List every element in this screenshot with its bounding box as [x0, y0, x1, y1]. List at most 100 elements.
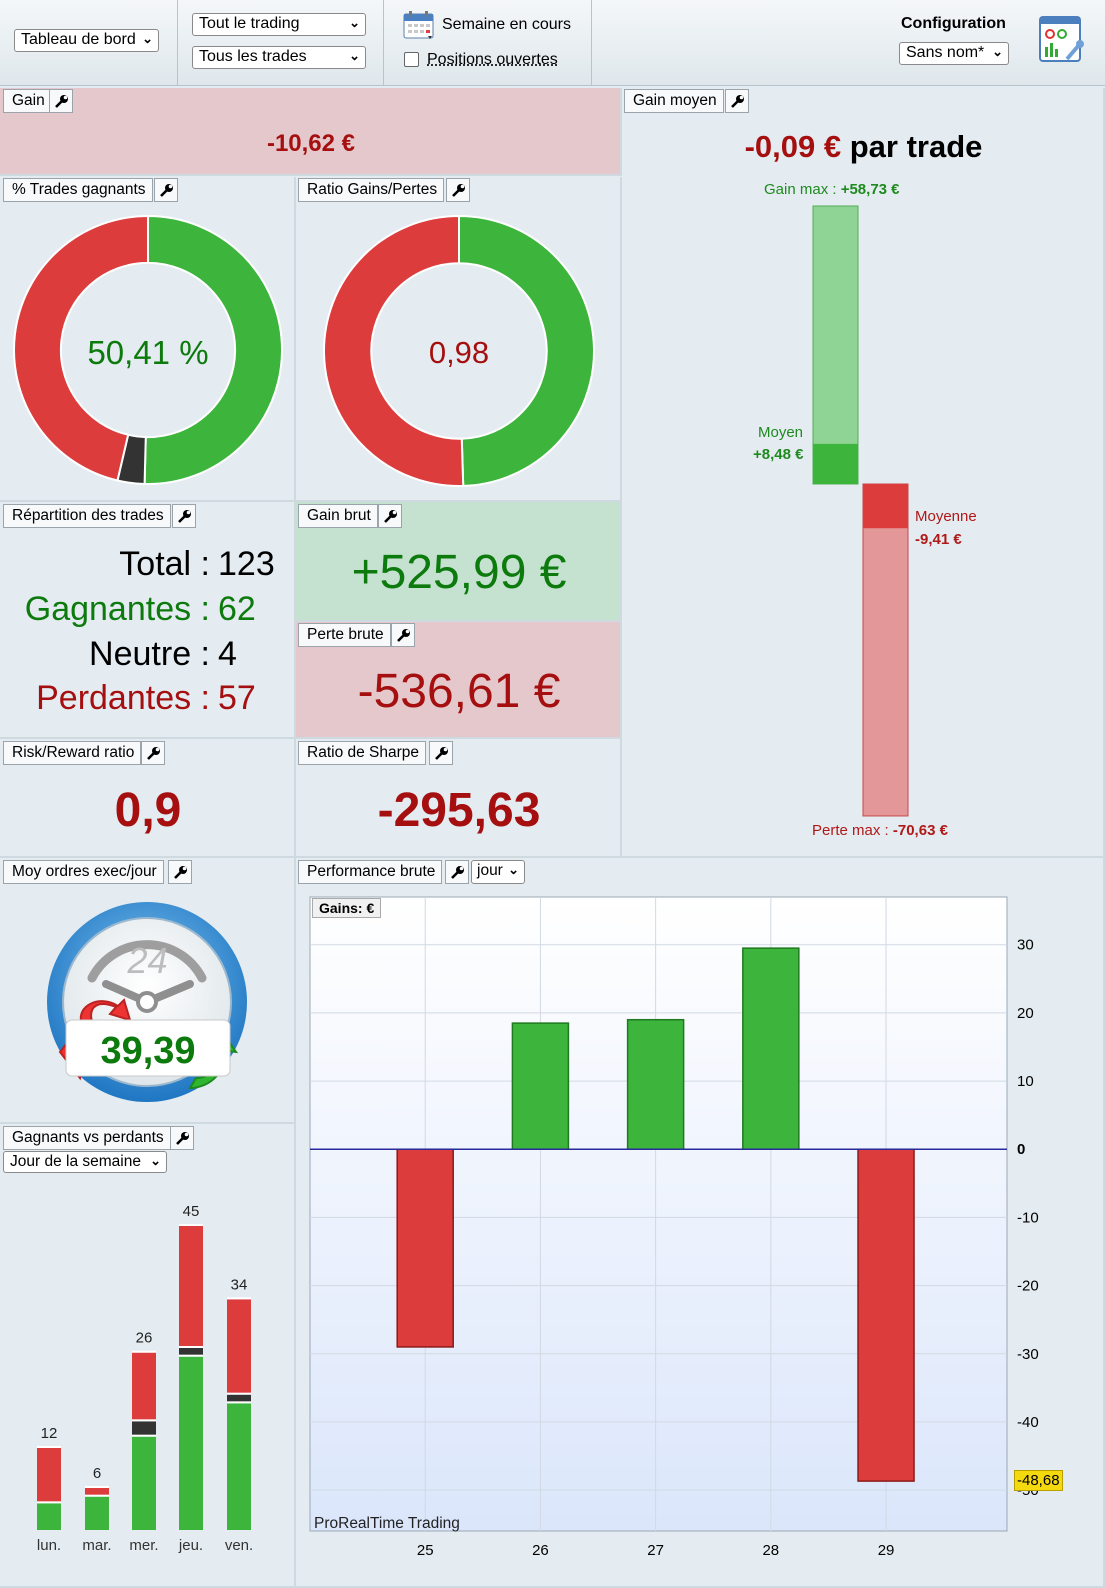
max-loss-bar	[862, 483, 909, 817]
win-bar	[132, 1436, 156, 1530]
orders-title: Moy ordres exec/jour	[3, 860, 164, 884]
x-tick-label: 29	[878, 1542, 895, 1559]
day-label: mer.	[129, 1537, 158, 1554]
config-select-value: Sans nom*	[906, 44, 985, 61]
wrench-icon	[160, 184, 173, 197]
winners-losers-title: Gagnants vs perdants	[3, 1126, 171, 1150]
gain-settings-button[interactable]	[49, 89, 73, 113]
loss-value: 57	[218, 679, 256, 717]
bar-total-label: 34	[231, 1276, 248, 1293]
y-tick-label: 30	[1017, 937, 1034, 954]
win-pct-title: % Trades gagnants	[3, 178, 153, 202]
win-label: Gagnantes :	[24, 590, 210, 628]
winners-losers-chart: 12 lun. 6 mar. 26 mer. 45 jeu. 34 ven.	[37, 1203, 253, 1554]
win-bar	[37, 1503, 61, 1530]
win-bar	[227, 1403, 251, 1530]
neutral-bar	[132, 1421, 156, 1435]
day-label: jeu.	[178, 1537, 203, 1554]
chevron-down-icon: ⌄	[349, 48, 360, 63]
max-gain-bar	[812, 205, 859, 485]
wrench-icon	[178, 510, 191, 523]
sharpe-value: -295,63	[377, 784, 541, 837]
gain-bar	[511, 1022, 570, 1150]
loss-bar	[85, 1488, 109, 1495]
loss-bar	[179, 1226, 203, 1346]
bar-separator	[132, 1434, 156, 1437]
config-select[interactable]: Sans nom* ⌄	[899, 42, 1009, 65]
bar-separator	[37, 1446, 61, 1448]
wrench-icon	[174, 866, 187, 879]
calendar-icon[interactable]	[403, 10, 435, 40]
open-positions-label[interactable]: Positions ouvertes	[427, 51, 558, 68]
win-slice	[143, 215, 283, 485]
repartition-settings-button[interactable]	[172, 504, 196, 528]
trades-select[interactable]: Tous les trades ⌄	[192, 46, 366, 69]
x-tick-label: 27	[647, 1542, 664, 1559]
y-tick-label: 20	[1017, 1005, 1034, 1022]
day-label: ven.	[225, 1537, 253, 1554]
y-tick-label: 0	[1017, 1141, 1025, 1158]
scope-select-value: Tout le trading	[199, 15, 300, 32]
max-gain-label: Gain max :	[764, 181, 837, 198]
ratio-gp-donut	[323, 215, 595, 487]
gross-gain-settings-button[interactable]	[378, 504, 402, 528]
gain-slice	[458, 215, 595, 487]
dashboard-settings-icon[interactable]	[1039, 15, 1085, 63]
day-label: mar.	[82, 1537, 111, 1554]
win-pct-settings-button[interactable]	[154, 178, 178, 202]
orders-settings-button[interactable]	[168, 860, 192, 884]
y-tick-label: 10	[1017, 1073, 1034, 1090]
y-tick-label: -30	[1017, 1346, 1039, 1363]
risk-reward-settings-button[interactable]	[141, 741, 165, 765]
period-label[interactable]: Semaine en cours	[442, 16, 571, 33]
bar-separator	[179, 1346, 203, 1348]
winners-losers-select[interactable]: Jour de la semaine ⌄	[3, 1151, 167, 1173]
loss-bar	[396, 1148, 454, 1348]
x-tick-label: 26	[532, 1542, 549, 1559]
max-loss-value: -70,63 €	[892, 822, 948, 839]
ratio-gp-settings-button[interactable]	[446, 178, 470, 202]
wrench-icon	[435, 747, 448, 760]
neutral-label: Neutre :	[89, 635, 210, 673]
loss-label: Perdantes :	[36, 679, 210, 717]
win-bar	[85, 1496, 109, 1530]
wrench-icon	[452, 184, 465, 197]
max-gain-value: +58,73 €	[840, 181, 900, 198]
winners-losers-select-value: Jour de la semaine	[10, 1153, 141, 1170]
performance-period-select[interactable]: jour ⌄	[471, 860, 525, 884]
risk-reward-value: 0,9	[114, 784, 182, 837]
risk-reward-title: Risk/Reward ratio	[3, 741, 142, 765]
gross-loss-value: -536,61 €	[357, 665, 561, 718]
open-positions-checkbox[interactable]	[404, 52, 419, 67]
y-tick-label: -20	[1017, 1278, 1039, 1295]
avg-gain-settings-button[interactable]	[725, 89, 749, 113]
win-bar	[179, 1356, 203, 1530]
view-select[interactable]: Tableau de bord ⌄	[14, 29, 159, 52]
wrench-icon	[451, 866, 464, 879]
bar-separator	[227, 1392, 251, 1395]
scope-select[interactable]: Tout le trading ⌄	[192, 13, 366, 36]
gain-title: Gain	[3, 89, 52, 113]
bar-separator	[227, 1401, 251, 1404]
performance-settings-button[interactable]	[445, 860, 469, 884]
chevron-down-icon: ⌄	[349, 15, 360, 30]
loss-bar	[857, 1148, 915, 1482]
wrench-icon	[397, 629, 410, 642]
winners-losers-settings-button[interactable]	[170, 1126, 194, 1150]
win-value: 62	[218, 590, 256, 628]
ratio-gp-value: 0,98	[428, 335, 490, 370]
sharpe-settings-button[interactable]	[429, 741, 453, 765]
chevron-down-icon: ⌄	[142, 31, 153, 46]
chevron-down-icon: ⌄	[508, 862, 519, 877]
config-label: Configuration	[901, 15, 1006, 32]
gain-panel	[0, 88, 622, 176]
loss-bar	[132, 1352, 156, 1420]
bar-total-label: 12	[41, 1425, 58, 1442]
gross-loss-settings-button[interactable]	[391, 623, 415, 647]
bar-separator	[37, 1501, 61, 1504]
gain-bar	[626, 1018, 685, 1150]
chevron-down-icon: ⌄	[992, 44, 1003, 59]
avg-gain-suffix: par trade	[849, 129, 983, 164]
max-loss-label: Perte max :	[812, 822, 889, 839]
